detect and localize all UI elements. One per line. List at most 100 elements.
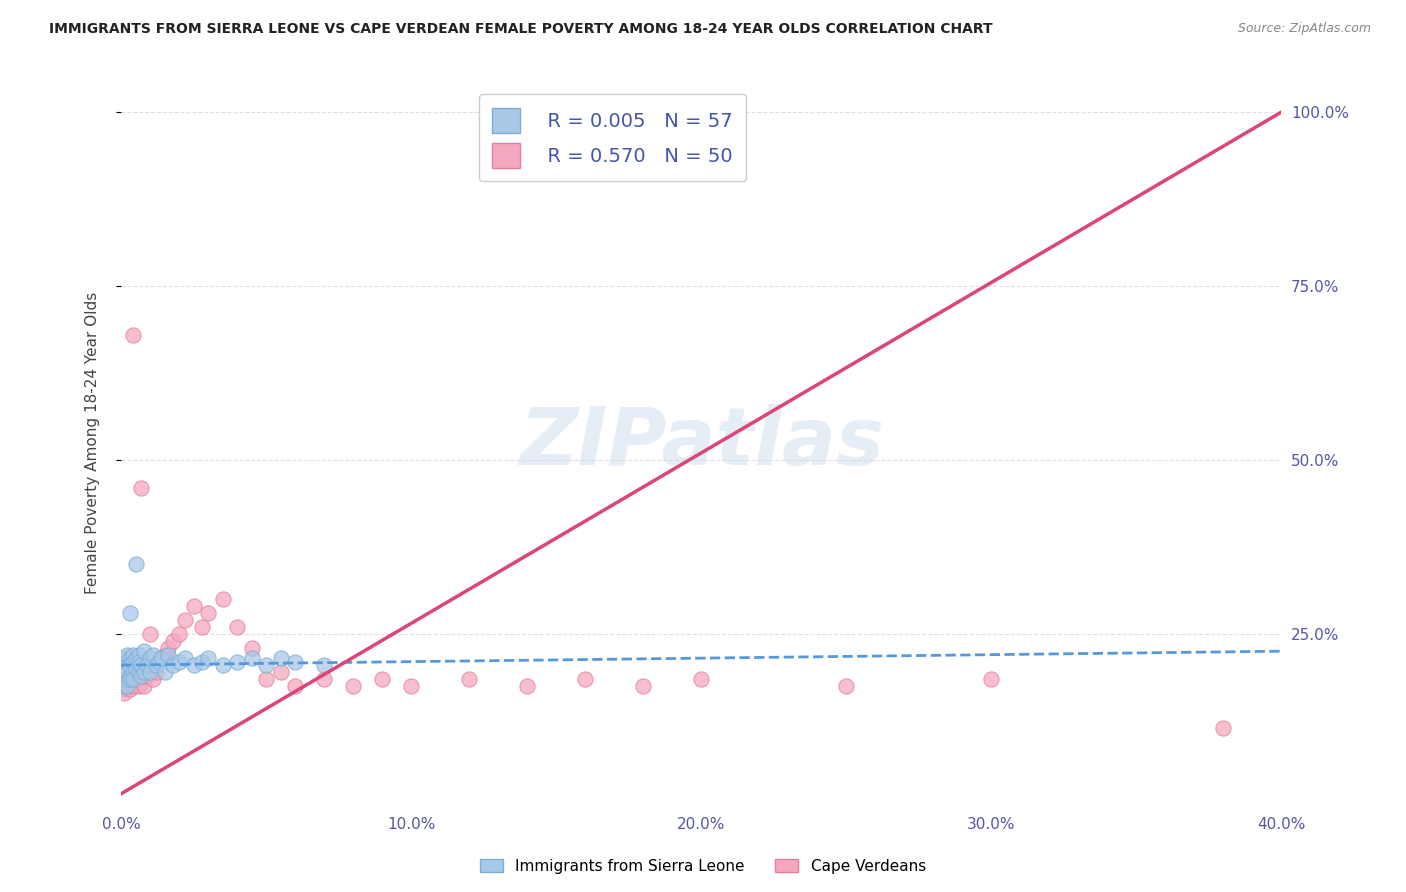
Point <box>211 658 233 673</box>
Point <box>226 655 249 669</box>
Text: IMMIGRANTS FROM SIERRA LEONE VS CAPE VERDEAN FEMALE POVERTY AMONG 18-24 YEAR OLD: IMMIGRANTS FROM SIERRA LEONE VS CAPE VER… <box>49 22 993 37</box>
Point <box>631 679 654 693</box>
Y-axis label: Female Poverty Among 18-24 Year Olds: Female Poverty Among 18-24 Year Olds <box>86 292 100 594</box>
Point <box>112 686 135 700</box>
Legend:   R = 0.005   N = 57,   R = 0.570   N = 50: R = 0.005 N = 57, R = 0.570 N = 50 <box>479 95 747 181</box>
Point <box>136 658 159 673</box>
Point <box>115 672 138 686</box>
Point <box>148 651 170 665</box>
Point <box>156 640 179 655</box>
Point <box>145 665 167 679</box>
Point <box>174 651 197 665</box>
Point <box>197 651 219 665</box>
Point <box>191 620 214 634</box>
Point <box>118 672 141 686</box>
Point <box>124 672 146 686</box>
Point <box>139 665 162 679</box>
Point <box>112 682 135 697</box>
Point <box>121 655 143 669</box>
Point <box>115 648 138 662</box>
Point <box>115 679 138 693</box>
Point <box>112 679 135 693</box>
Point <box>284 679 307 693</box>
Point <box>112 672 135 686</box>
Point <box>131 668 153 682</box>
Point <box>121 648 143 662</box>
Point <box>128 672 150 686</box>
Point <box>690 672 713 686</box>
Point <box>124 651 146 665</box>
Point <box>145 658 167 673</box>
Point <box>118 672 141 686</box>
Point <box>131 481 153 495</box>
Point <box>458 672 481 686</box>
Point <box>167 655 190 669</box>
Point <box>980 672 1002 686</box>
Point <box>118 668 141 682</box>
Point <box>112 662 135 676</box>
Point <box>121 672 143 686</box>
Point <box>270 651 292 665</box>
Point <box>574 672 596 686</box>
Point <box>139 627 162 641</box>
Point <box>342 679 364 693</box>
Text: ZIPatlas: ZIPatlas <box>519 403 883 482</box>
Point <box>314 658 336 673</box>
Point <box>112 672 135 686</box>
Point <box>115 679 138 693</box>
Point <box>270 665 292 679</box>
Point <box>191 655 214 669</box>
Point <box>124 558 146 572</box>
Point <box>371 672 394 686</box>
Point <box>121 679 143 693</box>
Point <box>118 665 141 679</box>
Point <box>162 658 184 673</box>
Point <box>131 658 153 673</box>
Point <box>153 648 176 662</box>
Point <box>226 620 249 634</box>
Text: Source: ZipAtlas.com: Source: ZipAtlas.com <box>1237 22 1371 36</box>
Point <box>118 606 141 620</box>
Point <box>183 599 205 613</box>
Point <box>139 651 162 665</box>
Point <box>124 665 146 679</box>
Point <box>134 665 156 679</box>
Point <box>162 633 184 648</box>
Point <box>148 655 170 669</box>
Point <box>150 651 173 665</box>
Point <box>211 592 233 607</box>
Point <box>112 679 135 693</box>
Point <box>197 606 219 620</box>
Point <box>112 655 135 669</box>
Point <box>399 679 422 693</box>
Point <box>115 665 138 679</box>
Point <box>134 679 156 693</box>
Point <box>142 648 165 662</box>
Point <box>174 613 197 627</box>
Point <box>112 668 135 682</box>
Point <box>131 668 153 682</box>
Point <box>167 627 190 641</box>
Point <box>112 675 135 690</box>
Point <box>240 651 263 665</box>
Point <box>156 648 179 662</box>
Point <box>112 658 135 673</box>
Point <box>115 665 138 679</box>
Point <box>128 655 150 669</box>
Point <box>118 651 141 665</box>
Point <box>128 665 150 679</box>
Point <box>516 679 538 693</box>
Point <box>284 655 307 669</box>
Point <box>254 672 277 686</box>
Point <box>112 665 135 679</box>
Point <box>1212 721 1234 735</box>
Point <box>121 327 143 342</box>
Legend: Immigrants from Sierra Leone, Cape Verdeans: Immigrants from Sierra Leone, Cape Verde… <box>474 853 932 880</box>
Point <box>835 679 858 693</box>
Point <box>115 655 138 669</box>
Point <box>112 651 135 665</box>
Point <box>124 662 146 676</box>
Point <box>254 658 277 673</box>
Point <box>153 665 176 679</box>
Point <box>134 644 156 658</box>
